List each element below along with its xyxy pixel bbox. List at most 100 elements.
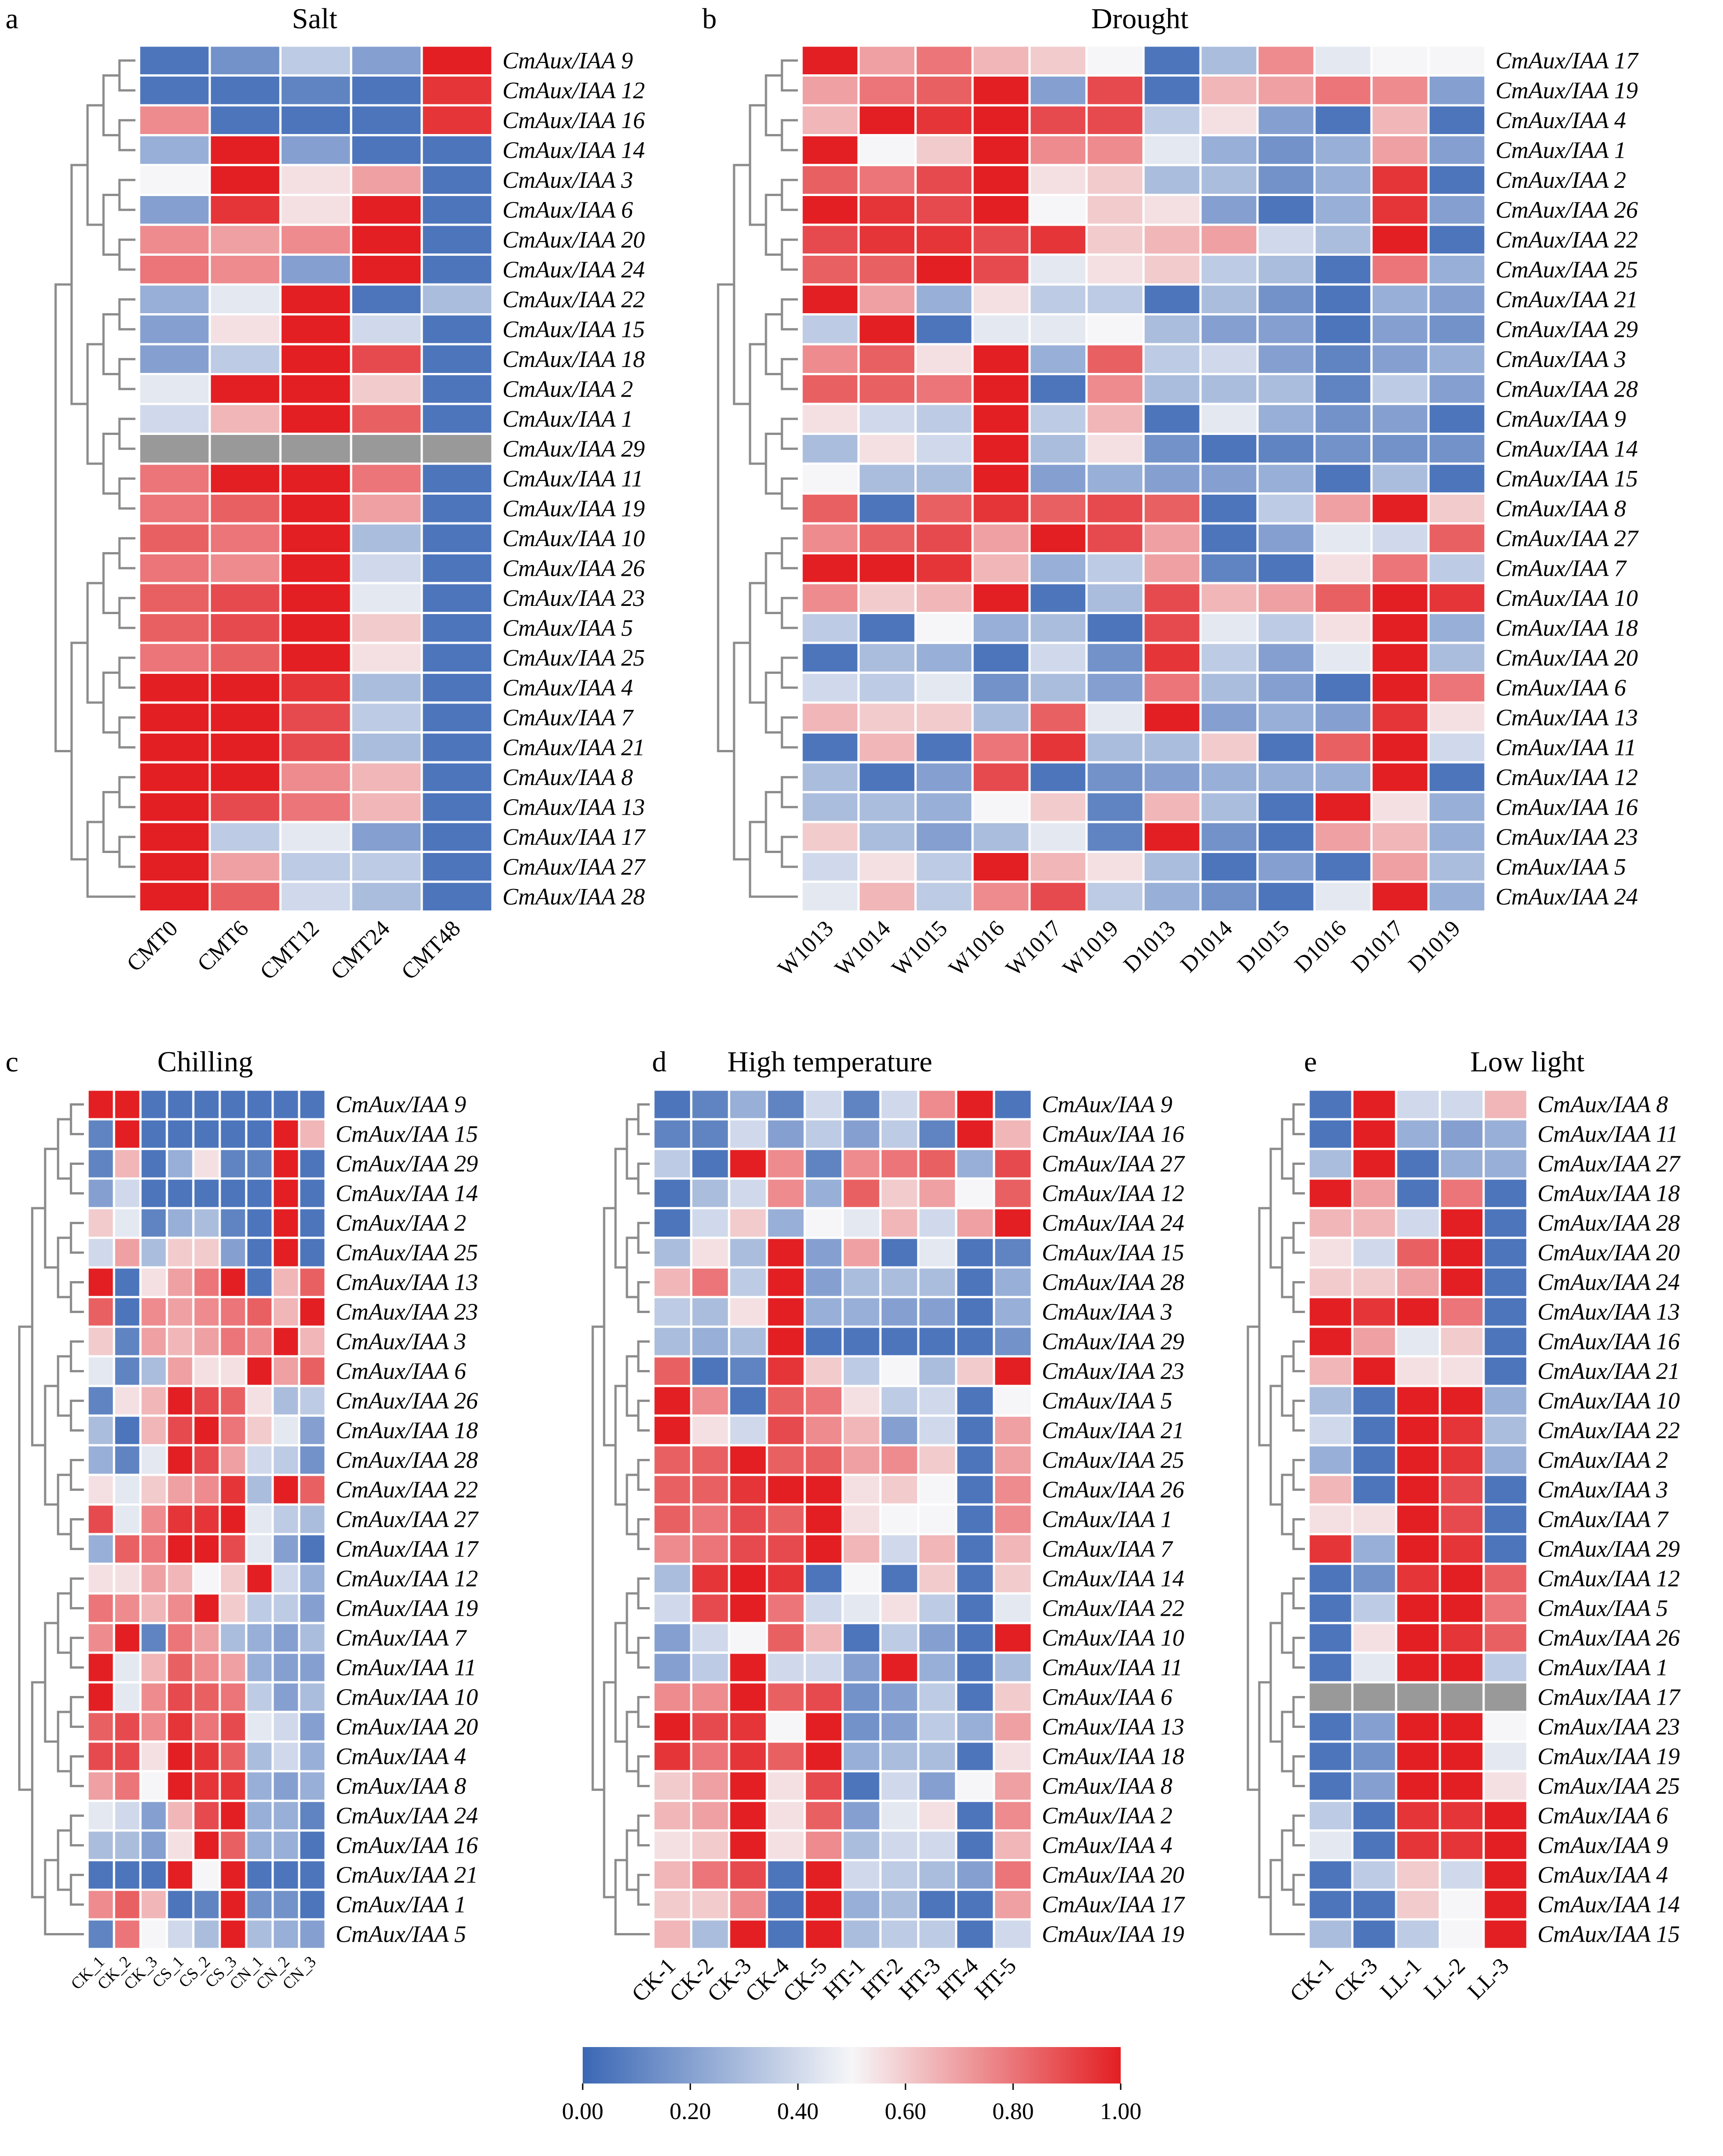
heatmap-cell bbox=[1370, 343, 1430, 375]
heatmap-cell bbox=[652, 1562, 693, 1595]
heatmap-cell bbox=[298, 1118, 327, 1150]
heatmap-cell bbox=[192, 1474, 221, 1506]
heatmap-cell bbox=[803, 1118, 844, 1150]
heatmap-cell bbox=[1313, 283, 1373, 315]
heatmap-cell bbox=[1028, 672, 1088, 704]
heatmap-cell bbox=[420, 403, 494, 435]
heatmap-cell bbox=[218, 1918, 248, 1950]
column-label: CK-2 bbox=[664, 1953, 718, 2006]
gene-label: CmAux/IAA 11 bbox=[336, 1655, 476, 1681]
heatmap-cell bbox=[1438, 1088, 1485, 1121]
heatmap-cell bbox=[218, 1236, 248, 1269]
gene-label: CmAux/IAA 4 bbox=[1042, 1833, 1172, 1859]
gene-label: CmAux/IAA 23 bbox=[502, 585, 645, 611]
heatmap-cell bbox=[1199, 253, 1259, 286]
heatmap-cell bbox=[350, 522, 423, 554]
heatmap-cell bbox=[113, 1414, 142, 1447]
heatmap-cell bbox=[420, 672, 494, 704]
heatmap-cell bbox=[803, 1355, 844, 1387]
heatmap-cell bbox=[166, 1622, 195, 1654]
heatmap-cell bbox=[652, 1444, 693, 1476]
heatmap-cell bbox=[690, 1918, 730, 1950]
heatmap-cell bbox=[139, 1533, 168, 1565]
heatmap-cell bbox=[1028, 522, 1088, 554]
heatmap-cell bbox=[766, 1592, 806, 1624]
heatmap-cell bbox=[879, 1444, 920, 1476]
gene-label: CmAux/IAA 10 bbox=[1537, 1388, 1680, 1414]
heatmap-cell bbox=[652, 1177, 693, 1210]
heatmap-cell bbox=[1313, 253, 1373, 286]
heatmap-cell bbox=[1199, 433, 1259, 465]
heatmap-cell bbox=[1313, 582, 1373, 614]
heatmap-cell bbox=[1199, 851, 1259, 883]
heatmap-cell bbox=[1313, 74, 1373, 107]
heatmap-cell bbox=[350, 194, 423, 226]
heatmap-cell bbox=[914, 791, 974, 823]
heatmap-cell bbox=[1351, 1562, 1397, 1595]
column-label: HT-4 bbox=[931, 1953, 983, 2004]
heatmap-cell bbox=[1307, 1829, 1354, 1861]
gene-label: CmAux/IAA 28 bbox=[1495, 376, 1638, 402]
heatmap-cell bbox=[879, 1177, 920, 1210]
heatmap-cell bbox=[245, 1266, 274, 1298]
heatmap-cell bbox=[690, 1088, 730, 1121]
heatmap-cell bbox=[208, 223, 282, 256]
heatmap-cell bbox=[86, 1740, 115, 1773]
panel-letter: a bbox=[5, 2, 18, 35]
heatmap-cell bbox=[1395, 1888, 1441, 1921]
heatmap-cell bbox=[955, 1385, 995, 1417]
heatmap-cell bbox=[690, 1888, 730, 1921]
heatmap-cell bbox=[1256, 492, 1316, 525]
heatmap-cell bbox=[971, 433, 1031, 465]
heatmap-cell bbox=[1307, 1177, 1354, 1210]
heatmap-cell bbox=[218, 1562, 248, 1595]
heatmap-cell bbox=[917, 1562, 957, 1595]
heatmap-cell bbox=[1427, 612, 1487, 644]
heatmap-cell bbox=[652, 1918, 693, 1950]
heatmap-cell bbox=[1395, 1385, 1441, 1417]
heatmap-cell bbox=[1256, 731, 1316, 764]
heatmap-cell bbox=[1256, 641, 1316, 674]
heatmap-cell bbox=[857, 761, 917, 793]
gene-label: CmAux/IAA 27 bbox=[502, 854, 646, 880]
heatmap-cell bbox=[1256, 761, 1316, 793]
heatmap-cell bbox=[218, 1799, 248, 1832]
heatmap-cell bbox=[971, 74, 1031, 107]
heatmap-cell bbox=[690, 1177, 730, 1210]
heatmap-cell bbox=[245, 1829, 274, 1861]
heatmap-cell bbox=[113, 1562, 142, 1595]
gene-label: CmAux/IAA 6 bbox=[336, 1359, 466, 1385]
heatmap-cell bbox=[1199, 104, 1259, 136]
heatmap-cell bbox=[1199, 462, 1259, 495]
heatmap-cell bbox=[1482, 1503, 1529, 1536]
gene-label: CmAux/IAA 27 bbox=[336, 1507, 479, 1533]
heatmap-cell bbox=[218, 1859, 248, 1891]
heatmap-cell bbox=[166, 1711, 195, 1743]
heatmap-cell bbox=[841, 1177, 882, 1210]
column-label: LL-2 bbox=[1419, 1953, 1470, 2004]
heatmap-cell bbox=[914, 672, 974, 704]
heatmap-cell bbox=[1313, 880, 1373, 913]
heatmap-cell bbox=[1199, 164, 1259, 196]
heatmap-cell bbox=[1307, 1711, 1354, 1743]
heatmap-cell bbox=[971, 283, 1031, 315]
heatmap-cell bbox=[652, 1592, 693, 1624]
heatmap-cell bbox=[298, 1177, 327, 1210]
heatmap-cell bbox=[914, 462, 974, 495]
heatmap-cell bbox=[955, 1799, 995, 1832]
heatmap-cell bbox=[1256, 672, 1316, 704]
gene-label: CmAux/IAA 9 bbox=[336, 1092, 466, 1118]
heatmap-cell bbox=[1370, 552, 1430, 584]
heatmap-cell bbox=[803, 1266, 844, 1298]
heatmap-cell bbox=[690, 1740, 730, 1773]
heatmap-cell bbox=[271, 1681, 300, 1713]
heatmap-cell bbox=[1351, 1236, 1397, 1269]
heatmap-cell bbox=[1313, 791, 1373, 823]
heatmap-cell bbox=[955, 1562, 995, 1595]
heatmap-cell bbox=[841, 1533, 882, 1565]
heatmap-cell bbox=[993, 1770, 1033, 1802]
heatmap-cell bbox=[1351, 1740, 1397, 1773]
heatmap-cell bbox=[86, 1444, 115, 1476]
heatmap-cell bbox=[420, 612, 494, 644]
heatmap-cell bbox=[914, 194, 974, 226]
